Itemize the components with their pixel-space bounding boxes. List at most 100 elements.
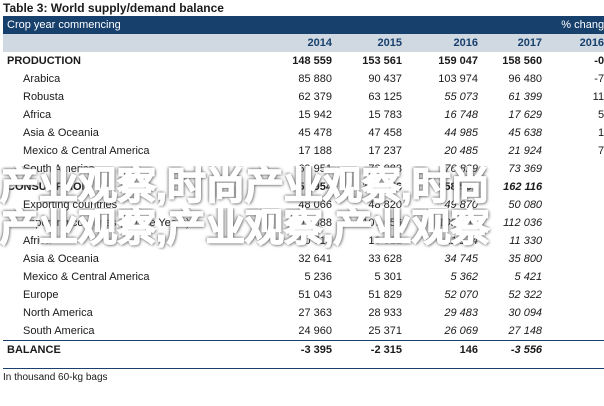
value-cell: 73 083 bbox=[368, 163, 402, 175]
table-footnote: In thousand 60-kg bags bbox=[3, 368, 604, 387]
value-cell: 25 371 bbox=[368, 325, 402, 337]
value-cell: 85 880 bbox=[298, 73, 332, 85]
value-cell: 50 080 bbox=[508, 199, 543, 211]
change-cell bbox=[546, 286, 604, 304]
value-cell: 17 629 bbox=[508, 109, 543, 121]
year-header: 2015 bbox=[336, 34, 406, 52]
table-row: Africa 10 710 10 812 11 174 11 330 bbox=[3, 232, 604, 250]
value-cell: 109 031 bbox=[438, 217, 478, 229]
row-label: Arabica bbox=[23, 73, 61, 85]
value-cell: 11 174 bbox=[445, 235, 478, 247]
value-cell: 28 933 bbox=[368, 307, 402, 319]
change-label: % chang bbox=[546, 16, 604, 34]
value-cell: 5 421 bbox=[514, 271, 543, 283]
change-cell: -7 bbox=[594, 73, 604, 85]
value-cell: 51 043 bbox=[298, 289, 332, 301]
row-label: Importing countries (Coffee Years) bbox=[23, 217, 190, 229]
change-cell bbox=[546, 268, 604, 286]
value-cell: 96 480 bbox=[508, 73, 543, 85]
value-cell: 48 820 bbox=[368, 199, 402, 211]
row-label: Africa bbox=[23, 109, 52, 121]
table-row: Exporting countries 48 066 48 820 49 870… bbox=[3, 196, 604, 214]
value-cell: 5 362 bbox=[450, 271, 478, 283]
change-cell bbox=[546, 340, 604, 360]
year-header: 2017 bbox=[482, 34, 547, 52]
row-label: South America bbox=[23, 163, 95, 175]
value-cell: 51 829 bbox=[368, 289, 402, 301]
value-cell: 27 148 bbox=[508, 325, 543, 337]
change-cell bbox=[546, 304, 604, 322]
watermark-overlay: 产业观察,时尚产业观察,时尚 产业观察,产业观察,产业观察 bbox=[0, 166, 604, 250]
value-cell: 155 876 bbox=[362, 181, 402, 193]
section-label: BALANCE bbox=[3, 340, 273, 360]
table-row: Robusta 62 379 63 125 55 073 61 399 11 bbox=[3, 88, 604, 106]
value-cell: 30 094 bbox=[508, 307, 543, 319]
value-cell: -2 315 bbox=[336, 340, 406, 360]
table-row: Mexico & Central America 17 188 17 237 2… bbox=[3, 142, 604, 160]
change-cell bbox=[546, 250, 604, 268]
value-cell: 153 561 bbox=[362, 55, 402, 67]
value-cell: 17 188 bbox=[298, 145, 332, 157]
table-row: South America 24 960 25 371 26 069 27 14… bbox=[3, 322, 604, 341]
value-cell: 69 951 bbox=[298, 163, 332, 175]
year-header: 2016 bbox=[406, 34, 482, 52]
value-cell: 62 379 bbox=[298, 91, 332, 103]
value-cell: 55 073 bbox=[444, 91, 478, 103]
value-cell: 162 116 bbox=[503, 181, 543, 193]
row-label: North America bbox=[23, 307, 93, 319]
value-cell: 103 974 bbox=[438, 73, 478, 85]
value-cell: -3 395 bbox=[273, 340, 336, 360]
value-cell: 27 363 bbox=[298, 307, 332, 319]
value-cell: 63 125 bbox=[368, 91, 402, 103]
value-cell: 107 056 bbox=[362, 217, 402, 229]
value-cell: 158 901 bbox=[438, 181, 478, 193]
value-cell: 45 638 bbox=[508, 127, 543, 139]
row-label: South America bbox=[23, 325, 95, 337]
value-cell: -3 556 bbox=[482, 340, 547, 360]
value-cell: 103 888 bbox=[292, 217, 332, 229]
value-cell: 24 960 bbox=[298, 325, 332, 337]
value-cell: 26 069 bbox=[444, 325, 478, 337]
row-label: Asia & Oceania bbox=[23, 253, 99, 265]
value-cell: 73 369 bbox=[508, 163, 543, 175]
value-cell: 49 870 bbox=[444, 199, 478, 211]
value-cell: 45 478 bbox=[298, 127, 332, 139]
value-cell: 76 829 bbox=[444, 163, 478, 175]
table-row: Europe 51 043 51 829 52 070 52 322 bbox=[3, 286, 604, 304]
row-label: Asia & Oceania bbox=[23, 127, 99, 139]
row-label: Europe bbox=[23, 289, 59, 301]
value-cell: 52 070 bbox=[444, 289, 478, 301]
table-row: Mexico & Central America 5 236 5 301 5 3… bbox=[3, 268, 604, 286]
value-cell: 32 641 bbox=[298, 253, 332, 265]
row-label: Robusta bbox=[23, 91, 64, 103]
table-title: Table 3: World supply/demand balance bbox=[3, 1, 224, 15]
value-cell: 10 812 bbox=[368, 235, 402, 247]
change-cell: -0 bbox=[594, 55, 604, 67]
table-row: Africa 15 942 15 783 16 748 17 629 5 bbox=[3, 106, 604, 124]
value-cell: 48 066 bbox=[298, 199, 332, 211]
year-header-row: 2014 2015 2016 2017 2016 bbox=[3, 34, 604, 52]
value-cell: 35 800 bbox=[508, 253, 543, 265]
year-header: 2014 bbox=[273, 34, 336, 52]
table-row: North America 27 363 28 933 29 483 30 09… bbox=[3, 304, 604, 322]
row-label: Africa bbox=[23, 235, 52, 247]
section-label: PRODUCTION bbox=[7, 55, 81, 67]
table-row: South America 69 951 73 083 76 829 73 36… bbox=[3, 160, 604, 178]
value-cell: 159 047 bbox=[438, 55, 478, 67]
value-cell: 52 322 bbox=[508, 289, 543, 301]
header-row: Crop year commencing % chang bbox=[3, 16, 604, 34]
value-cell: 29 483 bbox=[444, 307, 478, 319]
value-cell: 20 485 bbox=[444, 145, 478, 157]
value-cell: 44 985 bbox=[444, 127, 478, 139]
section-label: CONSUMPTION bbox=[7, 181, 90, 193]
value-cell: 16 748 bbox=[444, 109, 478, 121]
value-cell: 151 954 bbox=[292, 181, 332, 193]
value-cell: 21 924 bbox=[508, 145, 543, 157]
section-row-consumption: CONSUMPTION 151 954 155 876 158 901 162 … bbox=[3, 178, 604, 196]
change-cell: 5 bbox=[597, 109, 604, 121]
value-cell: 61 399 bbox=[508, 91, 543, 103]
value-cell: 17 237 bbox=[368, 145, 402, 157]
change-cell: 7 bbox=[597, 145, 604, 157]
value-cell: 15 942 bbox=[298, 109, 332, 121]
section-row-production: PRODUCTION 148 559 153 561 159 047 158 5… bbox=[3, 52, 604, 70]
